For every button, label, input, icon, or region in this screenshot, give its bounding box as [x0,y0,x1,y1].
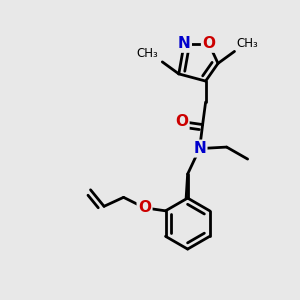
Text: O: O [202,36,215,51]
Text: N: N [178,36,190,51]
Text: CH₃: CH₃ [236,37,258,50]
Text: O: O [138,200,151,215]
Text: CH₃: CH₃ [136,47,158,60]
Text: O: O [175,114,188,129]
Text: N: N [193,141,206,156]
